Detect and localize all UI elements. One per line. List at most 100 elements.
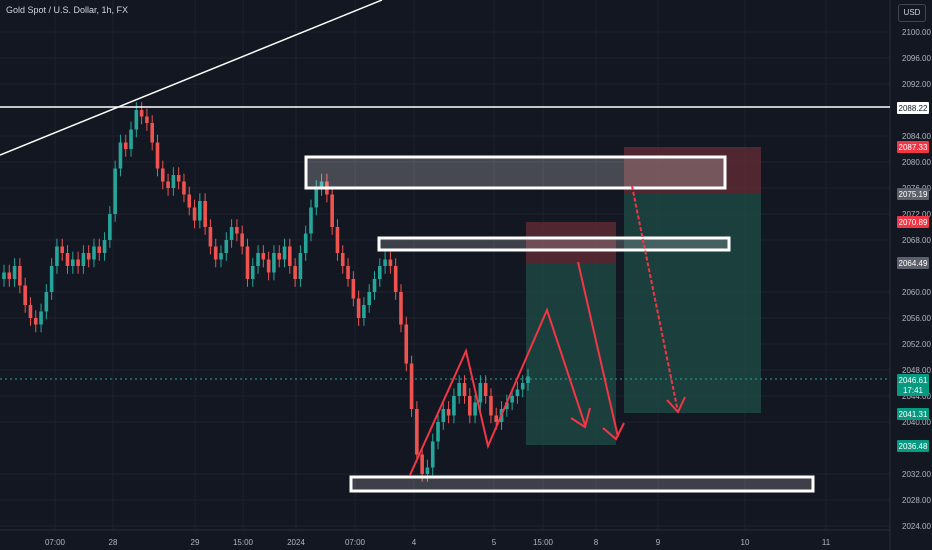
candle-body xyxy=(155,142,160,169)
candle-body xyxy=(478,383,483,403)
arrow-head xyxy=(602,422,625,441)
projection-arrow-dotted[interactable] xyxy=(631,185,679,413)
candle-body xyxy=(245,246,250,279)
candle-body xyxy=(340,253,345,266)
candle-body xyxy=(92,246,96,260)
candle-body xyxy=(182,181,186,195)
price-label-tag xyxy=(897,141,929,153)
candle-body xyxy=(235,227,239,234)
candle-body xyxy=(367,292,372,305)
candle-body xyxy=(330,194,334,227)
price-label-tag xyxy=(897,188,929,200)
candle-body xyxy=(309,207,313,234)
candle-body xyxy=(430,441,435,468)
candle-body xyxy=(314,188,319,208)
candle-body xyxy=(393,266,398,292)
candle-body xyxy=(123,142,128,149)
time-tick-label: 07:00 xyxy=(45,538,66,547)
arrow-head xyxy=(666,396,686,414)
candle-body xyxy=(399,292,403,325)
currency-button[interactable]: USD xyxy=(898,4,926,22)
stop-loss-zone[interactable] xyxy=(624,147,761,194)
price-tick-label: 2068.00 xyxy=(902,236,931,245)
price-label-text: 2041.31 xyxy=(899,410,928,419)
support-zone-rectangle[interactable] xyxy=(349,475,815,493)
candle-body xyxy=(240,233,244,247)
candle-body xyxy=(134,110,139,130)
candle-body xyxy=(505,402,509,409)
price-tick-label: 2100.00 xyxy=(902,28,931,37)
candle-body xyxy=(319,181,324,188)
candle-body xyxy=(362,305,366,318)
candle-body xyxy=(171,175,176,188)
candle-body xyxy=(256,253,260,266)
time-tick-label: 28 xyxy=(109,538,118,547)
price-label-text: 2036.48 xyxy=(899,442,928,451)
candle-body xyxy=(356,298,361,318)
candle-body xyxy=(2,272,6,279)
candle-body xyxy=(176,175,181,182)
price-label-text: 2075.19 xyxy=(899,190,928,199)
candle-body xyxy=(436,422,440,442)
candle-body xyxy=(208,227,213,247)
candle-body xyxy=(76,259,80,266)
candle-body xyxy=(229,227,234,240)
resistance-zone-rectangle[interactable] xyxy=(304,155,727,190)
candle-body xyxy=(303,233,308,253)
price-label-text: 2087.33 xyxy=(899,143,928,152)
price-label-tag xyxy=(897,374,929,396)
price-tick-label: 2080.00 xyxy=(902,158,931,167)
candle-body xyxy=(33,318,38,325)
candle-body xyxy=(12,266,17,279)
take-profit-zone[interactable] xyxy=(526,264,616,445)
take-profit-zone[interactable] xyxy=(624,194,761,413)
price-label-text: 2070.89 xyxy=(899,218,928,227)
stop-loss-zone[interactable] xyxy=(526,222,616,264)
candle-body xyxy=(139,110,144,117)
candle-body xyxy=(203,201,207,227)
time-tick-label: 4 xyxy=(412,538,417,547)
candle-body xyxy=(510,396,514,403)
candle-body xyxy=(526,376,530,383)
candle-body xyxy=(224,240,229,253)
time-tick-label: 8 xyxy=(594,538,599,547)
trend-line[interactable] xyxy=(0,0,383,156)
candle-body xyxy=(118,142,123,169)
candle-body xyxy=(494,415,499,422)
price-tick-label: 2096.00 xyxy=(902,54,931,63)
price-tick-label: 2048.00 xyxy=(902,366,931,375)
candle-body xyxy=(160,168,165,182)
candle-body xyxy=(266,259,271,273)
time-tick-label: 11 xyxy=(822,538,831,547)
candle-body xyxy=(520,383,525,390)
price-label-tag xyxy=(897,102,929,114)
projection-path[interactable] xyxy=(409,307,586,476)
time-tick-label: 2024 xyxy=(287,538,305,547)
time-tick-label: 10 xyxy=(741,538,750,547)
price-tick-label: 2052.00 xyxy=(902,340,931,349)
candle-body xyxy=(351,279,356,299)
time-tick-label: 29 xyxy=(191,538,200,547)
candle-body xyxy=(97,246,102,253)
candle-body xyxy=(457,383,461,396)
price-label-tag xyxy=(897,257,929,269)
price-tick-label: 2040.00 xyxy=(902,418,931,427)
candle-body xyxy=(272,253,276,273)
price-tick-label: 2028.00 xyxy=(902,496,931,505)
price-label-tag xyxy=(897,408,929,420)
resistance-zone-rectangle[interactable] xyxy=(377,236,731,252)
projection-arrow[interactable] xyxy=(577,261,619,438)
candle-body xyxy=(23,285,27,305)
candle-body xyxy=(404,324,409,364)
candle-body xyxy=(44,292,49,312)
candle-body xyxy=(108,214,112,240)
candle-body xyxy=(420,454,424,474)
candle-body xyxy=(383,259,387,266)
countdown-label: 17:41 xyxy=(903,386,924,395)
price-label-tag xyxy=(897,440,929,452)
candle-body xyxy=(425,467,430,474)
price-tick-label: 2024.00 xyxy=(902,522,931,531)
time-tick-label: 15:00 xyxy=(533,538,554,547)
price-tick-label: 2056.00 xyxy=(902,314,931,323)
